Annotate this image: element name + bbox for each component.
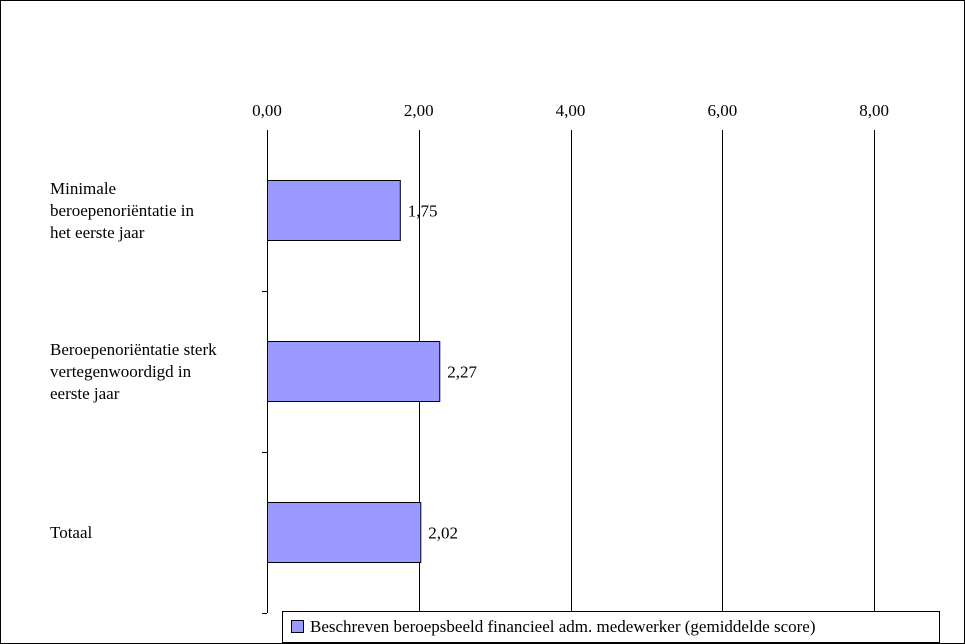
data-label-0: 1,75 [408,202,438,221]
category-label-1: Beroepenoriëntatie sterk vertegenwoordigd… [50,339,217,403]
data-label-1: 2,27 [447,363,477,382]
bar-1 [267,341,441,402]
legend: Beschreven beroepsbeeld financieel adm. … [282,611,940,643]
legend-swatch [291,620,304,633]
bar-0 [267,180,401,241]
category-label-0: Minimale beroepenoriëntatie in het eerste … [50,178,194,242]
x-tick-label-2: 4,00 [556,101,586,120]
x-tick-label-3: 6,00 [707,101,737,120]
x-tick-label-4: 8,00 [859,101,889,120]
x-tick-label-1: 2,00 [404,101,434,120]
x-tick-label-0: 0,00 [252,101,282,120]
data-label-2: 2,02 [428,524,458,543]
bar-2 [267,502,422,563]
category-label-2: Totaal [50,522,93,542]
legend-label: Beschreven beroepsbeeld financieel adm. … [310,617,816,636]
